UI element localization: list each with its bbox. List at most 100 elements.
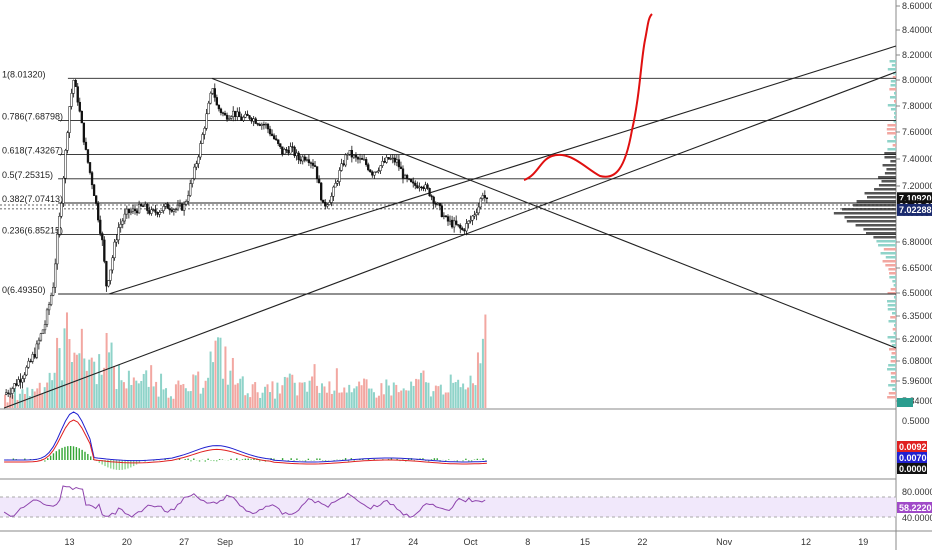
volume-bar: [254, 382, 257, 408]
candle-body: [375, 171, 378, 173]
volume-bar: [328, 381, 331, 408]
volume-bar: [271, 381, 274, 408]
volume-bar: [469, 375, 472, 408]
volume-bar: [13, 388, 16, 408]
volume-bar: [380, 383, 383, 408]
price-tick-label: 6.80000: [902, 237, 932, 247]
macd-histogram-bar: [78, 448, 80, 460]
volume-bar: [437, 386, 440, 408]
candle-body: [450, 219, 454, 228]
candle-body: [264, 123, 268, 126]
volume-profile-bar: [876, 240, 896, 243]
candle-body: [485, 197, 489, 199]
price-axis[interactable]: 8.60000 8.40000 8.20000 8.00000 7.80000 7.600…: [896, 1, 932, 407]
volume-bar: [125, 388, 128, 408]
volume-profile-bar: [874, 188, 896, 191]
price-tick-label: 8.60000: [902, 1, 932, 11]
candle-body: [182, 204, 186, 211]
volume-profile-bar: [887, 396, 896, 399]
volume-bar: [43, 387, 46, 408]
volume-bar: [444, 392, 447, 408]
volume-profile-bar: [887, 368, 896, 371]
rsi-line: [3, 485, 486, 518]
volume-bar: [318, 392, 321, 408]
candle-body: [246, 113, 249, 116]
fib-level-label: 0.5(7.25315): [2, 170, 53, 180]
volume-bar: [301, 382, 304, 408]
candle-body: [407, 178, 411, 180]
candle-body: [248, 115, 251, 119]
volume-profile-bar: [894, 324, 896, 327]
candle-body: [377, 170, 380, 172]
volume-profile-bar: [886, 168, 896, 171]
volume-profile-bar: [892, 312, 896, 315]
candle-body: [342, 163, 345, 166]
macd-histogram-bar: [387, 458, 390, 460]
macd-histogram-bar: [247, 458, 249, 460]
volume-bar: [291, 374, 294, 408]
price-tick-label: 8.00000: [902, 75, 932, 85]
volume-profile-bar: [887, 124, 896, 127]
time-axis[interactable]: 13 20 27 Sep 10 17 24 Oct 8 15 22 Nov 12 19: [65, 537, 869, 547]
macd-histogram-bar: [87, 453, 89, 460]
volume-bar: [266, 384, 269, 408]
candle-body: [350, 150, 354, 158]
volume-bar: [132, 377, 135, 408]
macd-badge-label: 0.0070: [899, 453, 927, 463]
candle-body: [240, 116, 243, 121]
volume-bar: [103, 367, 106, 408]
candle-body: [142, 205, 145, 207]
volume-bar: [417, 379, 420, 408]
candle-body: [328, 202, 331, 205]
volume-bar: [147, 386, 150, 408]
candle-body: [131, 208, 135, 212]
volume-bar: [140, 380, 143, 408]
macd-histogram-bar: [287, 460, 290, 462]
volume-bar: [18, 393, 21, 408]
volume-bar: [244, 395, 247, 408]
volume-bar: [273, 398, 276, 408]
candle-body: [287, 149, 290, 154]
macd-histogram-bar: [204, 460, 206, 462]
volume-bar: [288, 373, 291, 408]
volume-profile-bar: [887, 104, 896, 107]
candle-body: [25, 366, 28, 376]
candle-body: [477, 206, 480, 214]
volume-bar: [256, 392, 259, 408]
macd-histogram-bar: [485, 460, 487, 461]
candle-body: [86, 149, 90, 163]
fib-level-label: 0.382(7.07413): [2, 194, 63, 204]
candle-body: [444, 215, 448, 217]
volume-bar: [325, 392, 328, 408]
volume-profile-bar: [891, 344, 896, 347]
macd-histogram-bar: [258, 460, 261, 462]
volume-bar: [360, 385, 363, 408]
candle-body: [330, 196, 333, 203]
volume-bar: [400, 390, 403, 408]
macd-histogram-bar: [281, 458, 284, 460]
candle-body: [156, 212, 159, 215]
candle-body: [17, 379, 20, 386]
candle-body: [344, 154, 347, 166]
volume-profile-bar: [894, 92, 896, 95]
macd-histogram-bar: [436, 458, 438, 460]
volume-bar: [224, 346, 227, 408]
volume-profile-bar: [856, 200, 896, 203]
candle-body: [283, 149, 286, 155]
candle-body: [369, 169, 372, 173]
candle-body: [146, 203, 149, 211]
candle-body: [356, 157, 360, 160]
volume-profile-bar: [892, 328, 896, 331]
candle-body: [174, 208, 178, 211]
candle-body: [397, 159, 401, 168]
candle-body: [232, 110, 235, 117]
time-tick-label: 24: [408, 537, 418, 547]
candle-body: [101, 233, 104, 241]
macd-histogram-bar: [350, 458, 353, 460]
candle-body: [434, 203, 437, 205]
candle-body: [313, 165, 317, 167]
macd-histogram-bar: [482, 458, 484, 460]
volume-bar: [350, 392, 353, 408]
volume-bar: [368, 388, 371, 408]
